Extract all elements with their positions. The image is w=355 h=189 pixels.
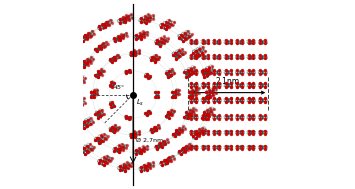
Text: $L_s$: $L_s$ [136,98,145,108]
Text: 45°: 45° [114,85,125,90]
Text: 2,1nm: 2,1nm [216,77,240,86]
Text: Ø 2,7nm: Ø 2,7nm [136,137,164,142]
